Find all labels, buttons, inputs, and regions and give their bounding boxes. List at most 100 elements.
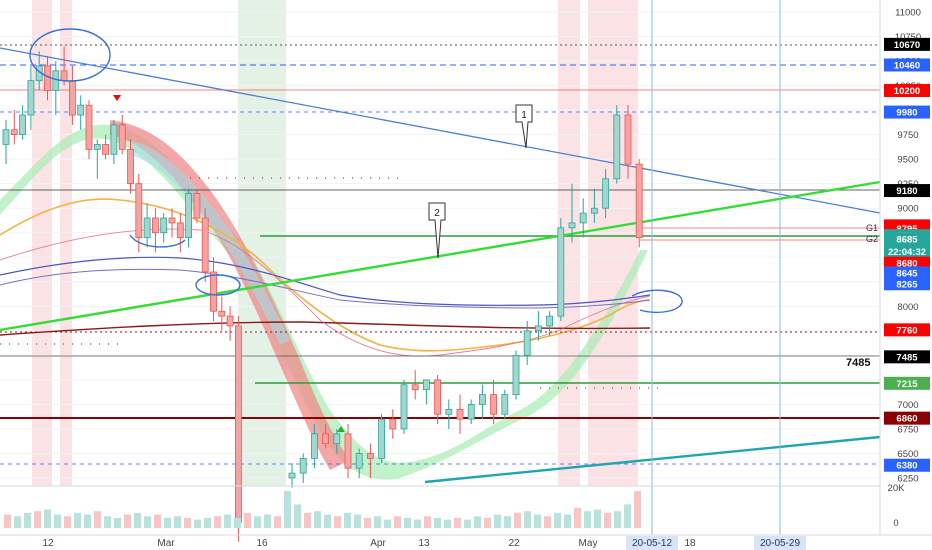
candle-body (624, 114, 632, 165)
candle-body (118, 124, 126, 150)
volume-bar (334, 516, 341, 528)
volume-bar (344, 512, 351, 528)
volume-bar (514, 512, 521, 528)
candle-body (333, 433, 341, 445)
time-right-badge: 20-05-29 (754, 536, 806, 550)
price-badge: 7760 (884, 323, 930, 337)
volume-bar (54, 514, 61, 528)
volume-bar (294, 504, 301, 528)
price-badge-bg (884, 256, 930, 270)
volume-tick-label: 20K (888, 483, 906, 494)
candle-body (411, 384, 419, 391)
volume-bar (414, 519, 421, 528)
volume-bar (574, 507, 581, 528)
price-badge-bg (884, 458, 930, 472)
candle-body (44, 65, 51, 91)
volume-bar (64, 516, 71, 528)
candle-body (27, 80, 35, 116)
volume-bar (504, 516, 511, 528)
candle-body (110, 124, 118, 155)
price-badge: 8685 (884, 232, 930, 246)
candle-body (478, 394, 486, 405)
volume-bar (484, 517, 491, 528)
volume-bar (134, 512, 141, 528)
candle-body (591, 207, 598, 214)
price-badge: 7215 (884, 376, 930, 390)
candle-body (467, 404, 475, 420)
volume-bar (524, 511, 531, 528)
volume-bar (124, 514, 131, 528)
price-tick-label: 9500 (897, 155, 918, 166)
time-cursor-badge: 20-05-12 (626, 536, 678, 550)
price-tick-label: 8000 (897, 302, 918, 313)
price-tick-label: 7000 (897, 400, 918, 411)
volume-bar (604, 512, 611, 528)
volume-bar (164, 517, 171, 528)
price-badge: 6860 (884, 411, 930, 425)
candle-body (400, 384, 408, 430)
candle-body (389, 418, 397, 430)
price-badge: 9180 (884, 184, 930, 198)
price-badge-label: 9180 (896, 186, 917, 197)
candles (2, 46, 643, 542)
callout-1-shape (515, 104, 533, 149)
volume-bar (214, 516, 221, 528)
price-badge-bg (884, 58, 930, 72)
candle-body (512, 354, 520, 396)
circle-right (631, 289, 683, 314)
volume-bar (34, 511, 41, 528)
candle-body (185, 193, 193, 239)
candle-body (19, 114, 27, 136)
volume-bar (474, 516, 481, 528)
candle-body (10, 129, 18, 136)
volume-bar (204, 517, 211, 528)
price-badge-bg (884, 37, 930, 51)
level-label-g2: G2 (866, 234, 878, 244)
price-badge-label: 7215 (896, 379, 918, 390)
candle-body (127, 148, 134, 185)
band-green-1 (238, 0, 286, 486)
callouts: 1 2 7485 G1 G2 (428, 104, 878, 369)
candle-body (490, 394, 498, 415)
price-badge-bg (884, 323, 930, 337)
time-axis-labels: 12 Mar 16 Apr 13 22 May 18 20-05-12 20-05-29 (42, 536, 806, 550)
volume-bar (434, 517, 441, 528)
trend-blue-down (0, 47, 881, 214)
curve-mid (129, 234, 186, 248)
price-badge-bg (884, 232, 930, 246)
trend-lines (0, 47, 881, 484)
candle-body (176, 222, 184, 239)
callout-2-label: 2 (434, 208, 440, 219)
volume-tick-label: 0 (893, 518, 898, 529)
callout-1: 1 (515, 104, 533, 149)
volume-bar (634, 491, 641, 528)
volume-bar (594, 509, 601, 528)
price-badge: 6380 (884, 458, 930, 472)
candle-body (535, 325, 542, 332)
candle-body (168, 217, 176, 224)
price-badge-bg (884, 350, 930, 364)
price-badge: 8645 (884, 266, 930, 280)
candle-body (226, 315, 234, 327)
price-tick-label: 11000 (895, 8, 921, 19)
callout-2: 2 (428, 202, 446, 259)
price-tick-label: 10750 (895, 32, 921, 43)
price-badge-bg (884, 83, 930, 97)
volume-bar (464, 519, 471, 528)
volume-bar (364, 517, 371, 528)
price-badge: 22:04:32 (884, 244, 930, 258)
volume-bar (394, 516, 401, 528)
time-tick-label: Apr (370, 538, 386, 549)
volume-bar (14, 516, 21, 528)
price-badge-bg (884, 376, 930, 390)
circle-mid (195, 274, 241, 296)
price-badge: 10460 (884, 58, 930, 71)
price-levels (0, 44, 880, 465)
circle-top (29, 28, 111, 82)
price-badge-label: 22:04:32 (888, 247, 926, 258)
candle-body (579, 212, 587, 224)
price-badge-label: 8680 (896, 259, 917, 270)
candle-body (546, 315, 553, 327)
price-tick-label: 9000 (897, 204, 918, 215)
